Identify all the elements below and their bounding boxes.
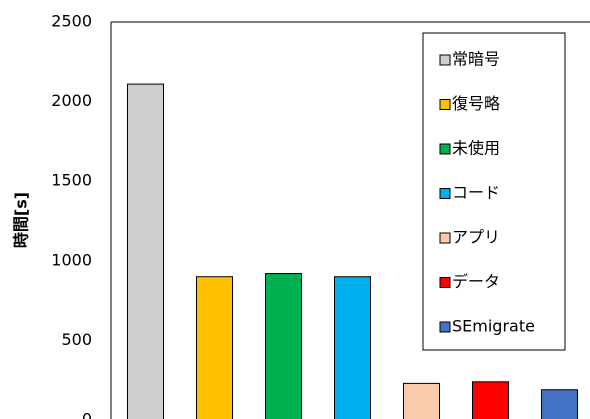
y-tick-label: 500 [61,330,92,349]
legend-swatch [439,99,451,110]
bar [127,83,164,419]
y-tick-label: 0 [82,410,92,419]
legend-swatch [439,143,451,155]
legend-swatch [439,54,451,66]
bar [334,276,371,419]
y-tick-label: 1500 [51,171,92,190]
legend-label: 常暗号 [452,50,500,69]
bar [541,389,578,419]
bar [472,381,509,419]
legend-label: データ [452,272,500,291]
legend-swatch [439,188,451,199]
y-axis-title: 時間[s] [12,192,31,248]
legend-label: コード [452,183,500,202]
legend-label: SEmigrate [452,317,535,336]
legend-swatch [439,277,451,288]
bar [196,276,233,419]
legend-swatch [439,321,451,333]
y-tick-label: 2500 [51,12,92,31]
y-tick-label: 1000 [51,250,92,269]
legend-label: 復号略 [452,94,500,113]
y-tick-label: 2000 [51,91,92,110]
legend-label: 未使用 [452,139,500,158]
legend-label: アプリ [452,228,500,247]
bar [403,382,440,419]
bar [265,273,302,419]
legend-swatch [439,232,451,244]
